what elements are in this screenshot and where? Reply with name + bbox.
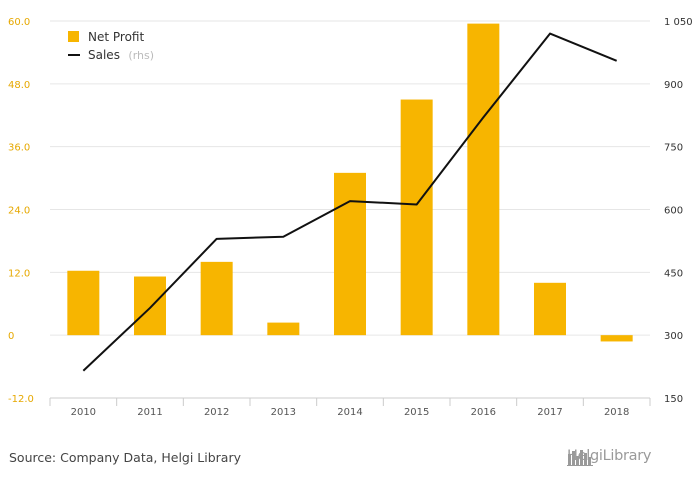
x-axis: 2010 2011 2012 2013 2014 2015 2016 2017 2018 xyxy=(49,397,651,418)
legend[interactable]: Net Profit Sales (rhs) xyxy=(68,30,154,63)
left-tick-label: 0 xyxy=(8,331,14,342)
x-tick-label: 2010 xyxy=(71,407,96,418)
legend-net-profit-swatch xyxy=(68,31,79,42)
right-tick-label: 150 xyxy=(664,394,683,405)
net-profit-bar-2015 xyxy=(400,99,433,336)
x-tick-label: 2016 xyxy=(471,407,496,418)
right-tick-label: 450 xyxy=(664,268,683,279)
x-tick-label: 2013 xyxy=(271,407,296,418)
right-tick-label: 900 xyxy=(664,80,683,91)
sales-line-group xyxy=(82,32,618,372)
x-tick-label: 2015 xyxy=(404,407,429,418)
left-tick-label: -12.0 xyxy=(8,394,34,405)
legend-net-profit-label: Net Profit xyxy=(88,30,144,44)
left-tick-label: 48.0 xyxy=(8,80,30,91)
net-profit-bars xyxy=(67,23,633,342)
helgi-library-logo: HelgiLibrary xyxy=(567,448,651,466)
right-tick-label: 1 050 xyxy=(664,17,693,28)
right-tick-label: 600 xyxy=(664,206,683,217)
net-profit-bar-2010 xyxy=(67,270,100,336)
left-y-axis: 60.0 48.0 36.0 24.0 12.0 0 -12.0 xyxy=(8,17,34,405)
net-profit-bar-2013 xyxy=(267,322,300,336)
sales-line xyxy=(82,32,618,372)
library-icon xyxy=(567,450,593,466)
left-tick-label: 60.0 xyxy=(8,17,30,28)
net-profit-bar-2014 xyxy=(334,172,366,336)
legend-sales-name: Sales xyxy=(88,48,120,62)
net-profit-bar-2016 xyxy=(467,23,500,336)
net-profit-bar-2011 xyxy=(134,276,166,336)
legend-sales-label: Sales (rhs) xyxy=(88,46,154,63)
x-tick-label: 2012 xyxy=(204,407,229,418)
left-tick-label: 24.0 xyxy=(8,206,30,217)
x-tick-label: 2017 xyxy=(537,407,562,418)
x-tick-label: 2014 xyxy=(337,407,362,418)
legend-sales-rhs: (rhs) xyxy=(128,49,154,62)
x-tick-label: 2018 xyxy=(604,407,629,418)
right-tick-label: 750 xyxy=(664,143,683,154)
source-note: Source: Company Data, Helgi Library xyxy=(9,450,242,465)
right-tick-label: 300 xyxy=(664,331,683,342)
net-profit-bar-2018 xyxy=(600,335,633,342)
left-tick-label: 12.0 xyxy=(8,268,30,279)
net-profit-bar-2017 xyxy=(534,282,566,336)
net-profit-bar-2012 xyxy=(200,261,233,336)
left-tick-label: 36.0 xyxy=(8,143,30,154)
right-y-axis: 1 050 900 750 600 450 300 150 xyxy=(664,17,693,405)
x-tick-label: 2011 xyxy=(137,407,162,418)
